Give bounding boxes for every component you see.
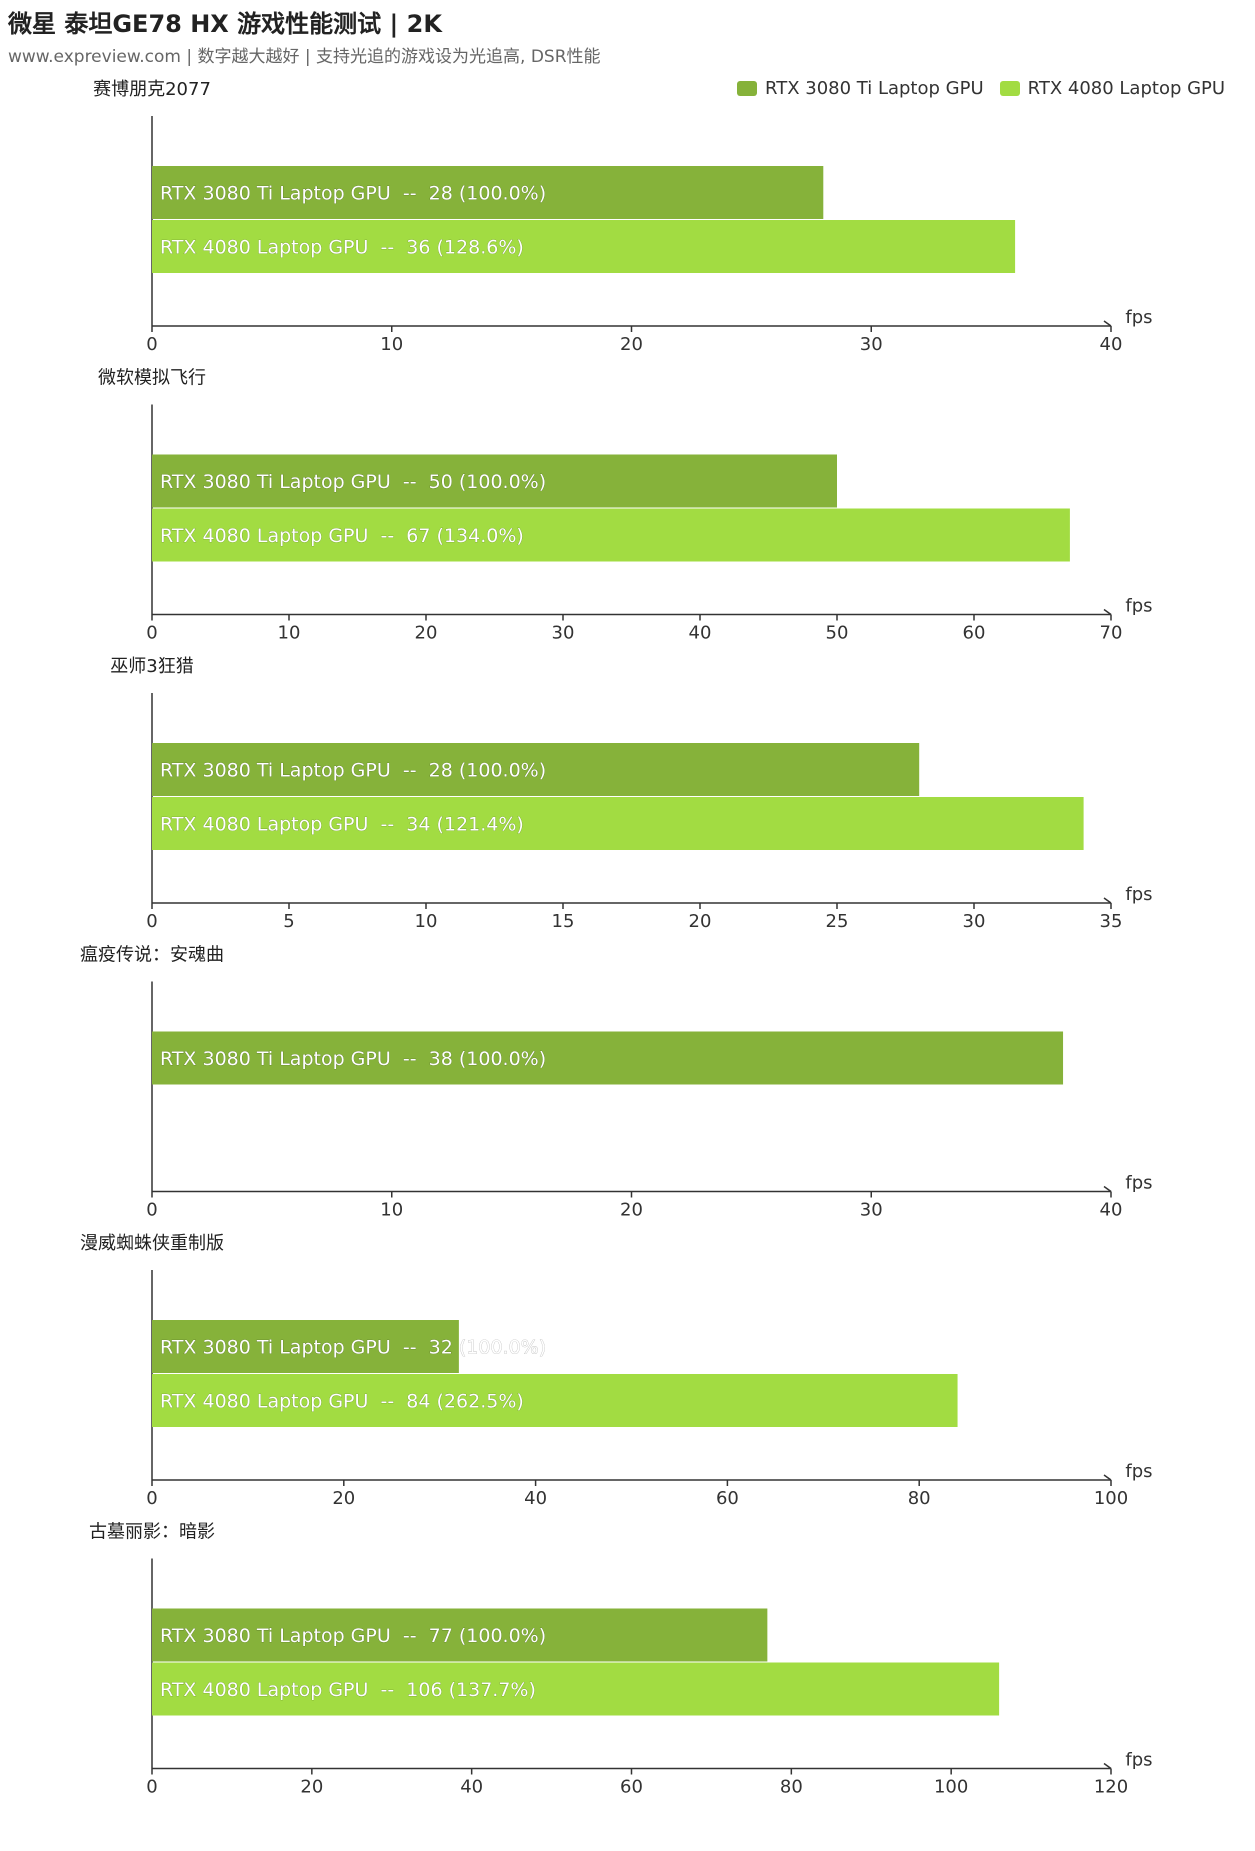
bar-data-label: RTX 3080 Ti Laptop GPU -- 77 (100.0%): [160, 1625, 546, 1647]
x-tick-label: 20: [332, 1488, 355, 1509]
x-tick-label: 60: [963, 623, 986, 644]
chart-title: 瘟疫传说：安魂曲: [80, 945, 224, 966]
x-tick-label: 30: [860, 1200, 883, 1221]
x-tick-label: 20: [620, 1200, 643, 1221]
bar-data-label: RTX 3080 Ti Laptop GPU -- 28 (100.0%): [160, 760, 546, 782]
legend-swatch-rtx3080ti: [737, 81, 757, 96]
bar-rtx4080: [152, 797, 1084, 850]
x-tick-label: 40: [524, 1488, 547, 1509]
x-unit-label: fps: [1125, 884, 1152, 905]
x-tick-label: 40: [1100, 1200, 1123, 1221]
bar-data-label: RTX 4080 Laptop GPU -- 36 (128.6%): [160, 237, 524, 259]
x-tick-label: 20: [689, 911, 712, 932]
legend-label-rtx3080ti: RTX 3080 Ti Laptop GPU: [765, 78, 984, 99]
x-tick-label: 20: [620, 334, 643, 355]
bar-data-label: RTX 3080 Ti Laptop GPU -- 38 (100.0%): [160, 1048, 546, 1070]
x-unit-label: fps: [1125, 596, 1152, 617]
x-tick-label: 20: [300, 1777, 323, 1798]
x-tick-label: 0: [146, 334, 157, 355]
x-axis-arrow: [1103, 1185, 1112, 1193]
page-subtitle: www.expreview.com | 数字越大越好 | 支持光追的游戏设为光追…: [8, 47, 601, 67]
chart-title: 巫师3狂猎: [110, 656, 193, 677]
bar-rtx4080: [152, 1374, 958, 1427]
chart-title: 微软模拟飞行: [98, 368, 206, 389]
x-tick-label: 80: [908, 1488, 931, 1509]
x-tick-label: 30: [860, 334, 883, 355]
x-unit-label: fps: [1125, 1173, 1152, 1194]
bar-data-label: RTX 3080 Ti Laptop GPU -- 50 (100.0%): [160, 471, 546, 493]
x-unit-label: fps: [1125, 1750, 1152, 1771]
x-tick-label: 25: [826, 911, 849, 932]
x-axis-arrow: [1103, 897, 1112, 904]
bar-data-label: RTX 4080 Laptop GPU -- 67 (134.0%): [160, 525, 524, 547]
x-tick-label: 15: [552, 911, 575, 932]
x-tick-label: 0: [146, 623, 157, 644]
x-tick-label: 30: [963, 911, 986, 932]
x-axis-arrow: [1103, 1762, 1112, 1770]
bar-rtx3080ti: [152, 1320, 459, 1373]
bar-rtx3080ti: [152, 1608, 768, 1662]
page-title: 微星 泰坦GE78 HX 游戏性能测试 | 2K: [8, 10, 442, 38]
x-tick-label: 5: [283, 911, 294, 932]
bar-data-label: RTX 4080 Laptop GPU -- 106 (137.7%): [160, 1679, 536, 1701]
x-tick-label: 40: [689, 623, 712, 644]
bar-rtx4080: [152, 508, 1070, 562]
x-tick-label: 35: [1100, 911, 1123, 932]
x-tick-label: 120: [1094, 1777, 1128, 1798]
x-tick-label: 70: [1100, 623, 1123, 644]
x-unit-label: fps: [1125, 307, 1152, 328]
x-tick-label: 100: [1094, 1488, 1128, 1509]
x-tick-label: 20: [415, 623, 438, 644]
x-tick-label: 60: [716, 1488, 739, 1509]
bar-rtx3080ti: [152, 743, 920, 796]
x-axis-arrow: [1103, 320, 1112, 327]
x-axis-arrow: [1103, 608, 1112, 616]
x-tick-label: 40: [460, 1777, 483, 1798]
bar-rtx4080: [152, 1662, 1000, 1716]
x-tick-label: 60: [620, 1777, 643, 1798]
x-tick-label: 0: [146, 1777, 157, 1798]
x-tick-label: 10: [380, 1200, 403, 1221]
x-tick-label: 100: [934, 1777, 968, 1798]
bar-rtx3080ti: [152, 454, 837, 508]
x-tick-label: 0: [146, 1200, 157, 1221]
bar-data-label: RTX 4080 Laptop GPU -- 34 (121.4%): [160, 814, 524, 836]
bar-data-label: RTX 3080 Ti Laptop GPU -- 32 (100.0%): [160, 1337, 546, 1359]
x-tick-label: 10: [380, 334, 403, 355]
x-tick-label: 40: [1100, 334, 1123, 355]
x-axis-arrow: [1103, 1474, 1112, 1481]
x-tick-label: 30: [552, 623, 575, 644]
x-tick-label: 10: [415, 911, 438, 932]
bar-rtx3080ti: [152, 1031, 1064, 1085]
bar-data-label: RTX 4080 Laptop GPU -- 84 (262.5%): [160, 1391, 524, 1413]
legend-swatch-rtx4080: [999, 81, 1020, 96]
x-tick-label: 0: [146, 911, 157, 932]
x-unit-label: fps: [1125, 1461, 1152, 1482]
bar-rtx3080ti: [152, 166, 824, 219]
legend-label-rtx4080: RTX 4080 Laptop GPU: [1027, 78, 1226, 99]
chart-title: 古墓丽影：暗影: [89, 1522, 215, 1543]
chart-legend: RTX 3080 Ti Laptop GPU RTX 4080 Laptop G…: [737, 78, 1225, 99]
chart-title: 漫威蜘蛛侠重制版: [80, 1233, 224, 1254]
x-tick-label: 0: [146, 1488, 157, 1509]
x-tick-label: 80: [780, 1777, 803, 1798]
x-tick-label: 10: [278, 623, 301, 644]
x-tick-label: 50: [826, 623, 849, 644]
bar-rtx4080: [152, 220, 1016, 273]
chart-title: 赛博朋克2077: [93, 79, 211, 100]
bar-data-label: RTX 3080 Ti Laptop GPU -- 28 (100.0%): [160, 183, 546, 205]
